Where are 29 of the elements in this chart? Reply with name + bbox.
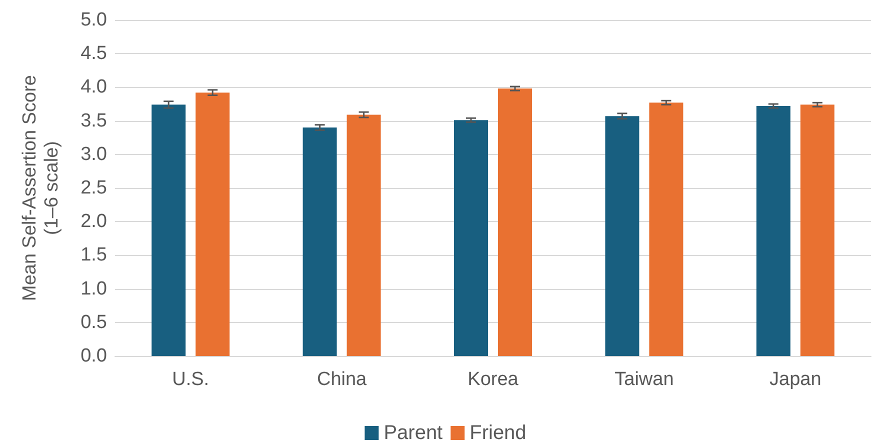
bar (152, 104, 186, 356)
y-axis-title: Mean Self-Assertion Score (1–6 scale) (20, 75, 62, 301)
legend-label: Friend (470, 422, 526, 444)
bar (800, 104, 834, 356)
y-tick-label: 5.0 (80, 10, 107, 30)
legend-label: Parent (384, 422, 444, 444)
y-tick-label: 0.0 (80, 346, 107, 366)
y-tick-label: 4.5 (80, 43, 107, 64)
bar (498, 88, 532, 356)
x-tick-label: Korea (468, 369, 519, 390)
bar (302, 128, 337, 356)
x-tick-label: Japan (770, 369, 822, 390)
bar (346, 114, 381, 356)
x-tick-label: Taiwan (614, 369, 674, 390)
y-tick-label: 1.5 (80, 244, 107, 266)
y-tick-label: 3.5 (80, 110, 107, 132)
y-tick-label: 3.0 (80, 144, 107, 165)
bar (756, 106, 790, 356)
y-tick-label: 2.0 (80, 211, 107, 232)
y-tick-label: 1.0 (80, 278, 107, 300)
bar (605, 116, 640, 356)
bar (649, 102, 684, 356)
y-tick-label: 2.5 (80, 178, 107, 198)
y-tick-label: 4.0 (80, 76, 107, 98)
y-tick-label: 0.5 (80, 312, 107, 333)
x-tick-label: U.S. (172, 369, 210, 390)
bar (196, 92, 230, 356)
x-tick-label: China (316, 369, 368, 390)
bar (454, 120, 488, 356)
